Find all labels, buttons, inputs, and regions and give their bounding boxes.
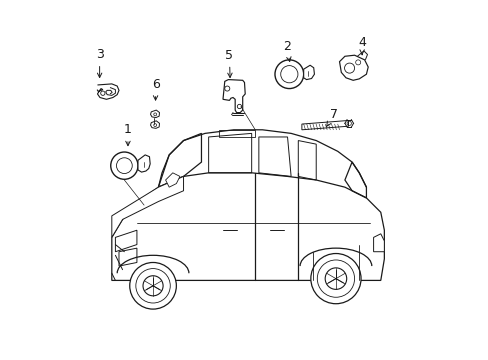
- Text: 3: 3: [96, 48, 103, 77]
- Polygon shape: [119, 248, 137, 266]
- Text: 7: 7: [326, 108, 338, 126]
- Polygon shape: [303, 65, 314, 80]
- Polygon shape: [165, 173, 180, 187]
- Polygon shape: [223, 80, 244, 113]
- Text: 1: 1: [124, 123, 132, 146]
- Circle shape: [274, 60, 303, 89]
- Polygon shape: [115, 230, 137, 252]
- Circle shape: [110, 152, 138, 179]
- Text: 4: 4: [357, 36, 366, 54]
- Text: 5: 5: [225, 49, 233, 77]
- Circle shape: [129, 262, 176, 309]
- Polygon shape: [373, 234, 384, 252]
- Polygon shape: [339, 55, 367, 80]
- Polygon shape: [301, 121, 348, 130]
- Polygon shape: [138, 155, 150, 172]
- Text: 6: 6: [151, 78, 159, 100]
- Polygon shape: [150, 121, 159, 129]
- Polygon shape: [112, 176, 183, 237]
- Polygon shape: [112, 173, 384, 280]
- Circle shape: [310, 253, 360, 304]
- Polygon shape: [150, 110, 159, 118]
- Text: 2: 2: [282, 40, 290, 62]
